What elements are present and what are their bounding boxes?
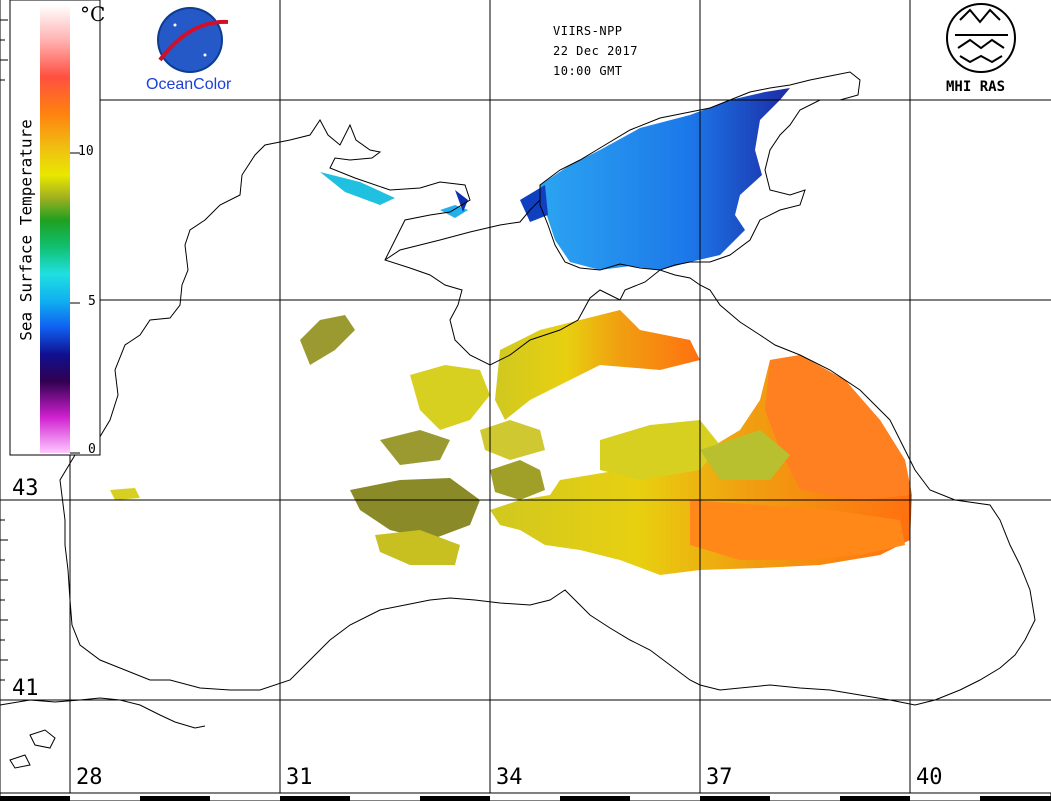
colorbar-title: Sea Surface Temperature — [16, 119, 36, 341]
date-label: 22 Dec 2017 — [553, 44, 638, 58]
lat-label: 41 — [12, 676, 39, 701]
lon-label: 40 — [916, 765, 943, 790]
azov-sea-sst — [540, 88, 790, 270]
colorbar-gradient — [40, 5, 70, 453]
lon-label: 31 — [286, 765, 313, 790]
colorbar-tick: 10 — [78, 144, 94, 159]
left-scale-ticks — [0, 0, 10, 801]
nasa-logo-label: OceanColor — [146, 76, 232, 93]
colorbar-panel — [9, 0, 101, 456]
coastline — [59, 71, 1036, 706]
lon-label: 28 — [76, 765, 103, 790]
lon-label: 34 — [496, 765, 523, 790]
mhi-ras-logo — [946, 3, 1016, 73]
nasa-logo — [157, 7, 229, 73]
sensor-label: VIIRS-NPP — [553, 24, 623, 38]
bottom-scale-bar — [0, 792, 1051, 801]
sst-data-layer — [110, 88, 912, 575]
lon-label: 37 — [706, 765, 733, 790]
mhi-logo-label: MHI RAS — [946, 79, 1006, 95]
colorbar-tick: 5 — [88, 294, 96, 309]
colorbar-unit: °C — [80, 2, 106, 26]
time-label: 10:00 GMT — [553, 64, 623, 78]
colorbar-tick: 0 — [88, 442, 96, 457]
lat-label: 43 — [12, 476, 39, 501]
